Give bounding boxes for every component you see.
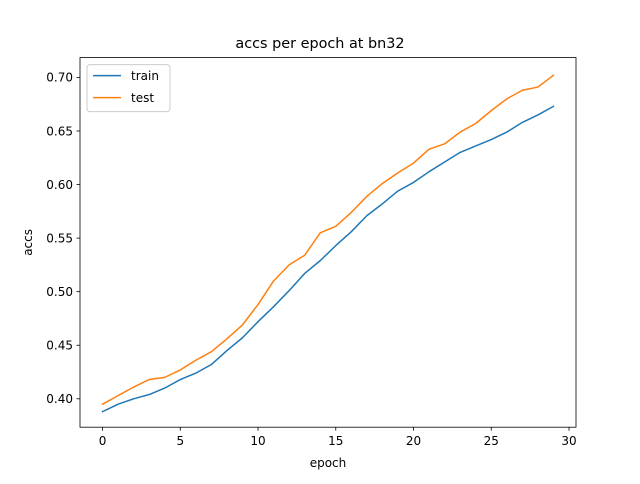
series-line-test — [101, 74, 555, 406]
x-tick-label: 20 — [406, 434, 421, 448]
series-line-train — [101, 105, 555, 413]
y-tick-label: 0.40 — [46, 392, 73, 406]
x-tick-label: 10 — [250, 434, 265, 448]
x-tick-label: 30 — [561, 434, 576, 448]
x-axis: 0 5 10 15 20 25 30 — [99, 427, 577, 448]
y-tick-label: 0.65 — [46, 124, 73, 138]
legend: train test — [86, 64, 171, 113]
y-axis-label: accs — [21, 229, 35, 256]
x-tick-label: 0 — [99, 434, 107, 448]
y-tick-label: 0.55 — [46, 231, 73, 245]
x-tick-label: 5 — [176, 434, 184, 448]
y-tick-label: 0.70 — [46, 71, 73, 85]
legend-label-test: test — [131, 91, 154, 105]
y-tick-label: 0.60 — [46, 178, 73, 192]
plot-frame — [79, 57, 577, 428]
plot-marks — [101, 74, 555, 413]
chart-title: accs per epoch at bn32 — [235, 36, 404, 52]
legend-label-train: train — [131, 69, 159, 83]
y-tick-label: 0.50 — [46, 285, 73, 299]
y-axis: 0.40 0.45 0.50 0.55 0.60 0.65 0.70 — [46, 71, 80, 406]
x-axis-label: epoch — [310, 456, 347, 470]
y-tick-label: 0.45 — [46, 339, 73, 353]
x-tick-label: 25 — [484, 434, 499, 448]
x-tick-label: 15 — [328, 434, 343, 448]
